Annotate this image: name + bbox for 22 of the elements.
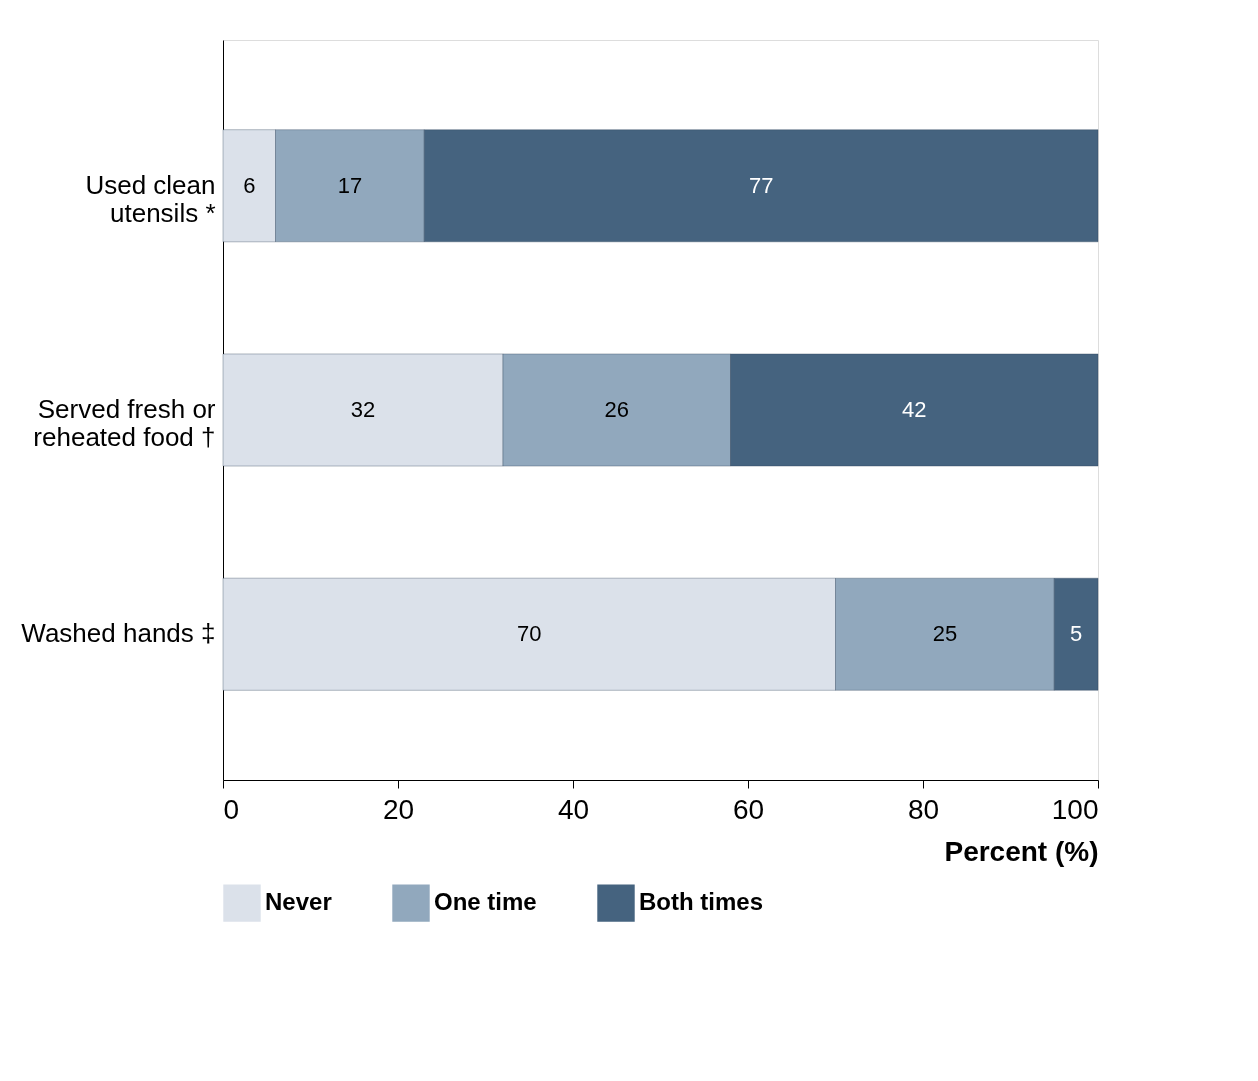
data-label: 5	[1070, 621, 1083, 647]
legend-label: One time	[434, 888, 537, 916]
data-label: 32	[350, 397, 376, 422]
data-label: 25	[932, 621, 958, 647]
x-tick-label: 80	[907, 793, 940, 825]
x-tick-label: 60	[732, 793, 765, 825]
x-tick-label: 100	[1051, 793, 1099, 825]
data-label: 42	[902, 397, 927, 422]
y-tick-label: Used clean utensils *	[85, 169, 216, 228]
data-label: 17	[337, 172, 363, 198]
x-axis-title: Percent (%)	[944, 835, 1099, 867]
data-label: 77	[748, 172, 774, 198]
y-tick-label: Served fresh or reheated food †	[33, 394, 216, 452]
y-tick-label: Washed hands ‡	[21, 618, 216, 649]
x-tick-label: 20	[382, 793, 415, 825]
data-label: 6	[243, 172, 256, 198]
legend-label: Both times	[639, 888, 764, 916]
x-tick-label: 0	[223, 793, 240, 825]
data-label: 70	[517, 621, 542, 647]
data-label: 26	[604, 397, 629, 422]
x-tick-label: 40	[557, 793, 590, 825]
legend-label: Never	[265, 888, 332, 916]
